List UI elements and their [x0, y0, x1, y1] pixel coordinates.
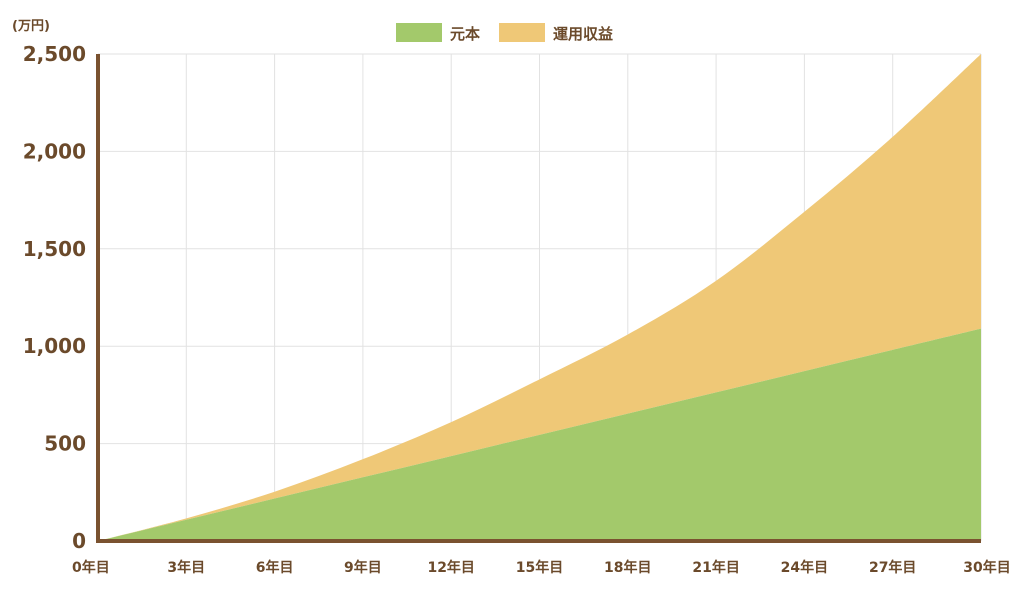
legend: 元本 運用収益: [396, 23, 613, 43]
x-tick-label: 6年目: [256, 559, 294, 576]
legend-label-principal: 元本: [450, 25, 480, 43]
axes: [96, 54, 981, 543]
legend-swatch-returns: [499, 23, 545, 42]
x-tick-label: 24年目: [781, 559, 828, 576]
x-tick-label: 27年目: [869, 559, 916, 576]
x-tick-labels: 0年目 3年目 6年目 9年目 12年目 15年目 18年目 21年目 24年目 27年目 30年目: [72, 559, 1011, 576]
x-tick-label: 9年目: [344, 559, 382, 576]
y-unit-label: (万円): [12, 19, 50, 34]
legend-swatch-principal: [396, 23, 442, 42]
x-tick-label: 18年目: [604, 559, 651, 576]
area-series: [98, 54, 981, 541]
y-tick-label: 1,500: [23, 237, 86, 261]
x-tick-label: 12年目: [427, 559, 474, 576]
x-tick-label: 30年目: [963, 559, 1010, 576]
y-tick-label: 2,000: [23, 139, 86, 163]
y-tick-label: 0: [72, 529, 86, 553]
area-principal: [98, 328, 981, 541]
legend-label-returns: 運用収益: [553, 25, 613, 43]
y-tick-label: 2,500: [23, 42, 86, 66]
x-tick-label: 3年目: [167, 559, 205, 576]
y-tick-labels: 0 500 1,000 1,500 2,000 2,500: [23, 42, 86, 553]
area-returns: [98, 54, 981, 541]
x-tick-label: 21年目: [692, 559, 739, 576]
x-tick-label: 15年目: [516, 559, 563, 576]
y-tick-label: 500: [44, 432, 86, 456]
x-tick-label: 0年目: [72, 559, 110, 576]
y-tick-label: 1,000: [23, 334, 86, 358]
